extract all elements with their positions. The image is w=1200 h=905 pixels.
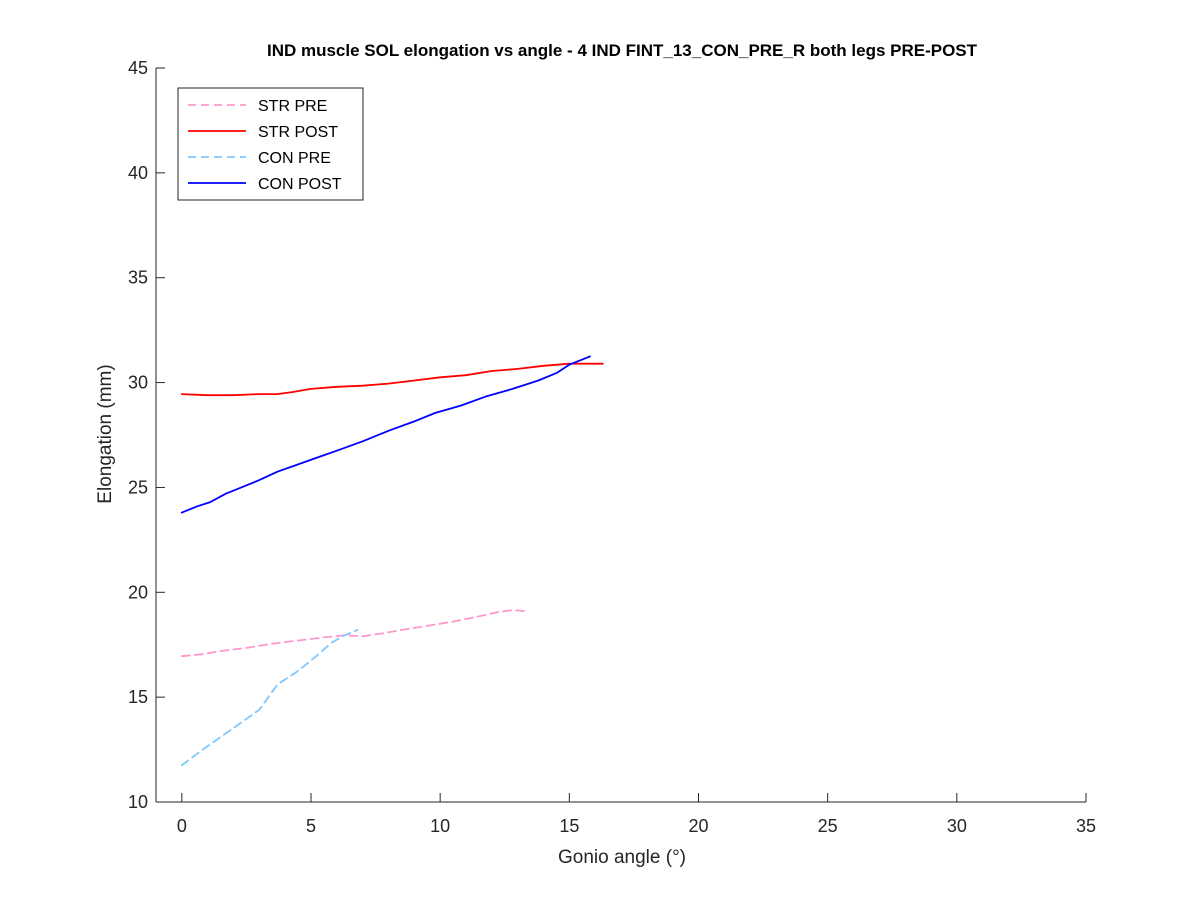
- y-tick-label: 40: [128, 163, 148, 183]
- series-line-str-post: [180, 362, 604, 397]
- x-tick-label: 25: [818, 816, 838, 836]
- legend-label: STR POST: [258, 124, 338, 141]
- series-line-con-pre: [180, 629, 359, 767]
- legend-label: STR PRE: [258, 98, 327, 115]
- legend-label: CON PRE: [258, 150, 331, 167]
- series-line-con-post: [180, 355, 591, 514]
- y-axis-label: Elongation (mm): [95, 364, 116, 503]
- y-tick-label: 10: [128, 792, 148, 812]
- plot-area: 0 5 10 15 20 25 30 35 10 15 20 25 30 35 40 45 STR PRE STR…: [128, 58, 1096, 836]
- x-tick-label: 5: [306, 816, 316, 836]
- legend-label: CON POST: [258, 176, 342, 193]
- chart-title: IND muscle SOL elongation vs angle - 4 I…: [267, 41, 978, 60]
- x-tick-label: 10: [430, 816, 450, 836]
- y-tick-label: 20: [128, 582, 148, 602]
- y-tick-label: 45: [128, 58, 148, 78]
- x-tick-label: 0: [177, 816, 187, 836]
- x-axis-label: Gonio angle (°): [558, 847, 686, 868]
- x-tick-label: 20: [688, 816, 708, 836]
- y-tick-label: 35: [128, 268, 148, 288]
- series-line-str-pre: [180, 609, 527, 658]
- x-tick-label: 15: [559, 816, 579, 836]
- x-tick-label: 30: [947, 816, 967, 836]
- y-tick-label: 15: [128, 687, 148, 707]
- y-tick-label: 25: [128, 477, 148, 497]
- x-tick-label: 35: [1076, 816, 1096, 836]
- y-tick-label: 30: [128, 373, 148, 393]
- legend-box: [177, 87, 364, 201]
